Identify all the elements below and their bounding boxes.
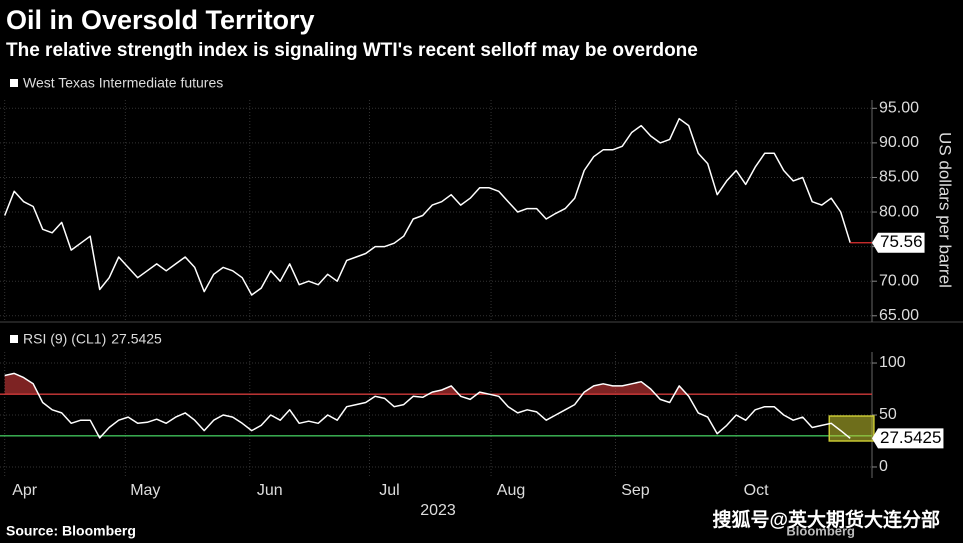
overbought-fill [4, 373, 687, 395]
x-tick-label: Jun [257, 482, 283, 499]
y-tick-label: 65.00 [879, 307, 919, 324]
chart-subtitle: The relative strength index is signaling… [6, 40, 698, 61]
x-tick-label: Aug [497, 482, 525, 499]
x-tick-label: Jul [379, 482, 399, 499]
legend-label: West Texas Intermediate futures [23, 75, 223, 91]
x-tick-label: May [130, 482, 160, 499]
legend-value: 27.5425 [111, 331, 162, 347]
line [4, 372, 851, 439]
last-value-label: 27.5425 [880, 428, 941, 447]
watermark: 搜狐号@英大期货大连分部 [712, 508, 940, 531]
legend-label: RSI (9) (CL1) [23, 331, 106, 347]
x-tick-label: Sep [621, 482, 650, 499]
chart-title: Oil in Oversold Territory [6, 5, 315, 35]
legend-swatch [10, 335, 18, 343]
x-axis-label: 2023 [420, 502, 456, 519]
y-tick-label: 0 [879, 458, 888, 475]
highlight-box [828, 415, 875, 442]
y-tick-label: 50 [879, 406, 897, 423]
y-tick-label: 100 [879, 354, 906, 371]
y-tick-label: 90.00 [879, 134, 919, 151]
last-value-tag [872, 232, 925, 253]
x-tick-label: Apr [12, 482, 38, 499]
line [4, 117, 851, 296]
y-tick-label: 70.00 [879, 272, 919, 289]
last-value-tag [872, 428, 944, 449]
y-tick-label: 80.00 [879, 203, 919, 220]
y-tick-label: 95.00 [879, 100, 919, 117]
last-value-label: 75.56 [880, 232, 923, 251]
legend-swatch [10, 79, 18, 87]
x-tick-label: Oct [744, 482, 769, 499]
y-axis-label: US dollars per barrel [936, 132, 955, 288]
source: Source: Bloomberg [6, 523, 136, 539]
y-tick-label: 85.00 [879, 169, 919, 186]
logo: Bloomberg [786, 523, 855, 538]
